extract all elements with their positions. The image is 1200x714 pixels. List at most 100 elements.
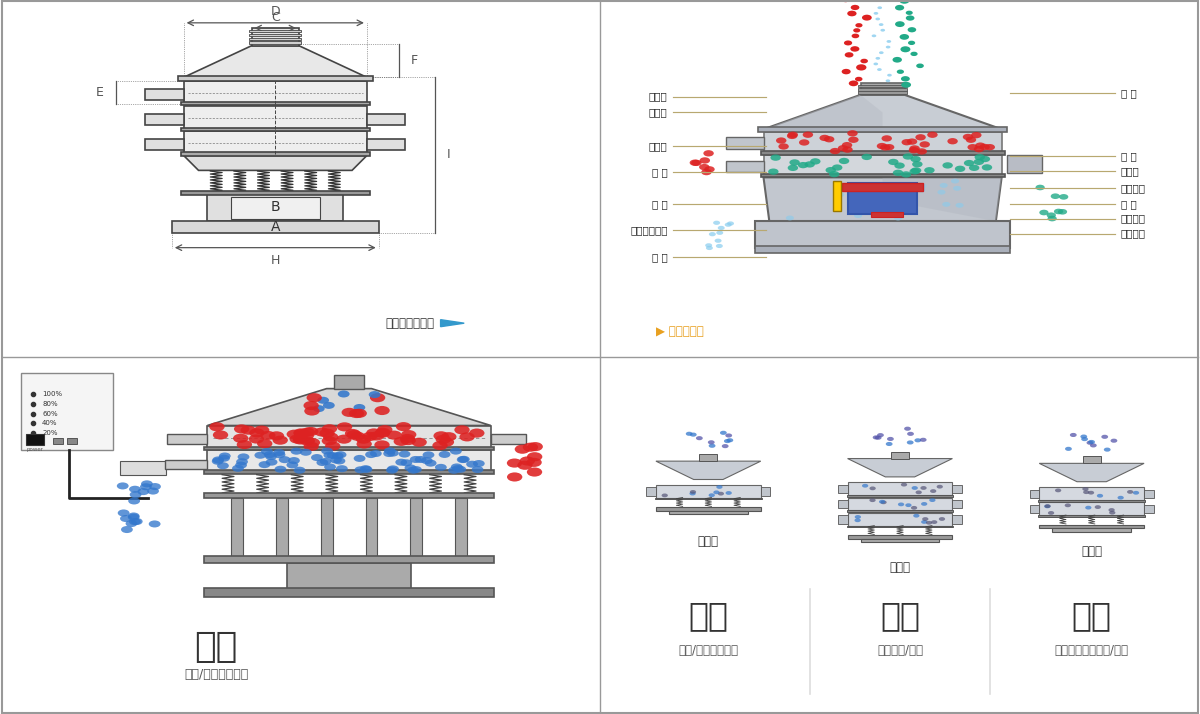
Bar	[953, 500, 962, 508]
Text: F: F	[412, 54, 418, 67]
Circle shape	[396, 422, 412, 431]
Circle shape	[886, 46, 890, 49]
Polygon shape	[440, 320, 464, 327]
Circle shape	[888, 159, 899, 165]
Circle shape	[278, 456, 290, 463]
Circle shape	[908, 41, 916, 45]
Circle shape	[911, 51, 918, 56]
Circle shape	[336, 466, 348, 472]
Bar	[1039, 525, 1144, 528]
Circle shape	[871, 194, 880, 199]
Bar	[1030, 490, 1039, 498]
Bar	[250, 30, 301, 32]
Bar	[1039, 487, 1144, 500]
Bar	[858, 91, 907, 94]
Bar	[838, 500, 847, 508]
Circle shape	[458, 456, 469, 463]
Circle shape	[218, 455, 230, 462]
Circle shape	[701, 169, 712, 175]
Text: 去除液體中的顆粒/異物: 去除液體中的顆粒/異物	[1055, 644, 1129, 657]
Circle shape	[714, 238, 721, 243]
Circle shape	[274, 451, 286, 458]
Bar	[1030, 505, 1039, 513]
Text: power: power	[26, 447, 43, 452]
Circle shape	[118, 510, 130, 516]
Circle shape	[974, 154, 985, 161]
Circle shape	[691, 160, 702, 166]
Circle shape	[895, 5, 904, 11]
Bar	[145, 89, 184, 100]
Circle shape	[931, 521, 937, 524]
Circle shape	[299, 431, 314, 441]
Circle shape	[334, 458, 346, 464]
Circle shape	[836, 192, 845, 197]
Text: 束 環: 束 環	[652, 167, 667, 177]
Circle shape	[452, 465, 464, 472]
Bar	[1038, 515, 1145, 517]
Circle shape	[877, 6, 882, 9]
Circle shape	[690, 492, 696, 496]
Bar	[250, 34, 301, 36]
Circle shape	[875, 436, 882, 440]
Circle shape	[272, 436, 288, 445]
Circle shape	[304, 442, 319, 451]
Circle shape	[906, 11, 913, 15]
Circle shape	[410, 466, 422, 473]
Circle shape	[704, 166, 715, 173]
Circle shape	[913, 514, 919, 518]
Circle shape	[1088, 440, 1094, 444]
Circle shape	[412, 438, 427, 447]
Circle shape	[409, 456, 421, 463]
Bar	[858, 88, 907, 91]
Polygon shape	[1039, 463, 1144, 482]
Circle shape	[724, 439, 731, 443]
Circle shape	[878, 23, 883, 26]
Circle shape	[469, 428, 485, 438]
Bar	[953, 516, 962, 523]
Circle shape	[326, 452, 338, 459]
Circle shape	[149, 483, 161, 490]
Text: 100%: 100%	[42, 391, 62, 397]
Circle shape	[830, 148, 840, 154]
Circle shape	[708, 493, 715, 497]
Circle shape	[356, 435, 371, 444]
Circle shape	[140, 483, 152, 491]
Bar	[181, 153, 370, 156]
Circle shape	[799, 139, 810, 146]
Bar	[833, 181, 841, 211]
Bar	[208, 450, 491, 472]
Circle shape	[964, 160, 974, 166]
Circle shape	[236, 458, 248, 466]
Bar	[26, 434, 44, 445]
Circle shape	[344, 429, 360, 438]
Text: 出料口: 出料口	[649, 141, 667, 151]
Circle shape	[845, 52, 853, 58]
Circle shape	[515, 445, 530, 454]
Bar	[184, 131, 367, 154]
Bar	[204, 493, 493, 498]
Bar	[335, 376, 364, 388]
Bar	[838, 485, 847, 493]
Circle shape	[1133, 491, 1139, 495]
Circle shape	[887, 40, 892, 43]
Circle shape	[804, 161, 815, 168]
Circle shape	[356, 439, 372, 448]
Bar	[366, 498, 378, 557]
Bar	[1082, 456, 1100, 463]
Circle shape	[1060, 194, 1068, 200]
Circle shape	[917, 149, 926, 155]
Circle shape	[473, 460, 485, 467]
Circle shape	[968, 165, 979, 171]
Circle shape	[506, 458, 522, 468]
Circle shape	[877, 433, 884, 437]
Circle shape	[893, 170, 904, 176]
Circle shape	[322, 436, 337, 446]
Circle shape	[319, 428, 335, 438]
Circle shape	[275, 466, 287, 473]
Bar	[838, 516, 847, 523]
Circle shape	[401, 430, 416, 439]
Circle shape	[940, 183, 948, 188]
Circle shape	[942, 162, 953, 169]
Circle shape	[293, 436, 308, 445]
Circle shape	[127, 513, 139, 521]
